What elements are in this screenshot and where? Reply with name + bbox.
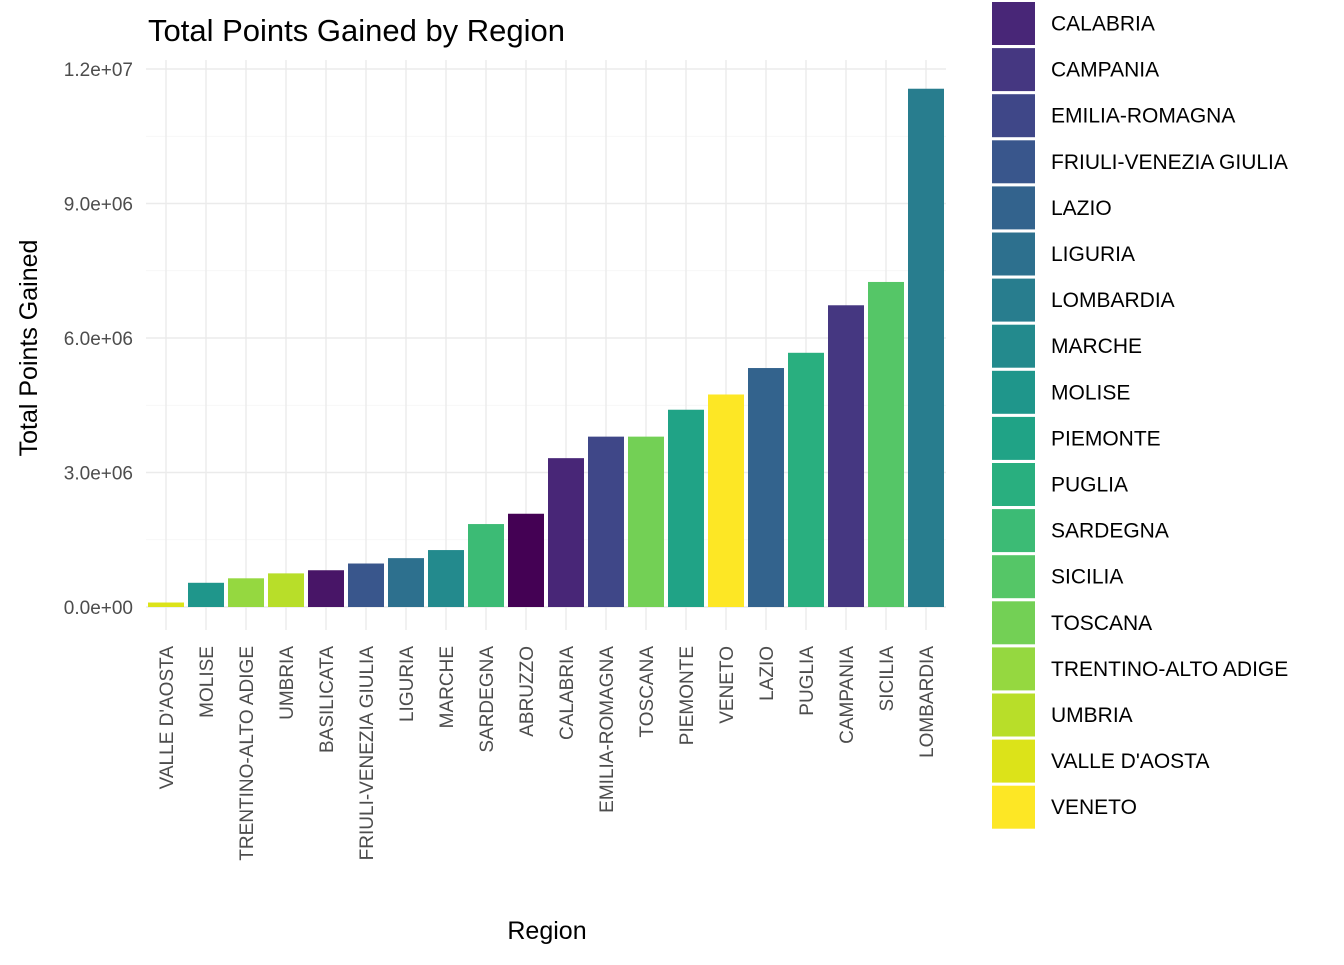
legend-key: [992, 186, 1035, 230]
bar: [228, 578, 264, 607]
x-tick-label: PUGLIA: [797, 646, 818, 716]
y-tick-label: 9.0e+06: [64, 195, 133, 216]
bar: [268, 573, 304, 607]
bar: [428, 550, 464, 607]
legend-key: [992, 463, 1035, 506]
legend-label: PIEMONTE: [1051, 427, 1161, 450]
legend-label: LAZIO: [1051, 197, 1112, 220]
x-tick-label: LOMBARDIA: [917, 646, 938, 758]
bars: [148, 88, 944, 607]
x-tick-label: TRENTINO-ALTO ADIGE: [237, 646, 258, 861]
legend-key: [992, 601, 1035, 645]
x-tick-label: CAMPANIA: [837, 646, 858, 744]
x-tick-label: CALABRIA: [557, 646, 578, 740]
bar: [748, 368, 784, 607]
x-tick-label: LIGURIA: [397, 646, 418, 722]
x-tick-label: MOLISE: [197, 646, 218, 718]
legend-key: [992, 693, 1035, 737]
legend-label: LOMBARDIA: [1051, 289, 1175, 312]
bar: [628, 436, 664, 607]
bar: [788, 352, 824, 607]
legend-label: PUGLIA: [1051, 474, 1128, 497]
legend-key: [992, 48, 1035, 92]
x-axis-ticks: VALLE D'AOSTA MOLISE TRENTINO-ALTO ADIGE UM…: [157, 646, 938, 861]
bar: [588, 436, 624, 607]
bar: [668, 409, 704, 607]
legend-key: [992, 785, 1035, 829]
legend-key: [992, 739, 1035, 783]
legend-label: VENETO: [1051, 796, 1137, 819]
bar: [708, 394, 744, 607]
bar: [348, 563, 384, 607]
bar: [388, 558, 424, 607]
legend-label: MOLISE: [1051, 381, 1130, 404]
x-tick-label: ABRUZZO: [517, 646, 538, 737]
legend-label: SARDEGNA: [1051, 520, 1169, 543]
bar: [868, 281, 904, 607]
x-tick-label: MARCHE: [437, 646, 458, 728]
legend-key: [992, 324, 1035, 368]
legend-key: [992, 647, 1035, 691]
bar: [148, 602, 184, 607]
bar: [508, 513, 544, 607]
legend-key: [992, 140, 1035, 184]
y-tick-label: 3.0e+06: [64, 464, 133, 485]
bar: [828, 305, 864, 607]
x-tick-label: SICILIA: [877, 646, 898, 712]
chart-title: Total Points Gained by Region: [148, 13, 565, 48]
x-tick-label: BASILICATA: [317, 646, 338, 753]
x-tick-label: UMBRIA: [277, 646, 298, 720]
legend-label: CALABRIA: [1051, 13, 1155, 36]
bar: [308, 570, 344, 607]
y-axis-ticks: 0.0e+00 3.0e+06 6.0e+06 9.0e+06 1.2e+07: [64, 60, 133, 619]
legend-key: [992, 2, 1035, 45]
x-tick-label: VENETO: [717, 646, 738, 724]
bar: [468, 524, 504, 607]
legend-label: EMILIA-ROMAGNA: [1051, 105, 1235, 128]
legend-label: TRENTINO-ALTO ADIGE: [1051, 658, 1288, 681]
legend-key: [992, 555, 1035, 599]
y-tick-label: 0.0e+00: [64, 598, 133, 619]
legend-label: LIGURIA: [1051, 243, 1135, 266]
x-tick-label: EMILIA-ROMAGNA: [597, 646, 618, 813]
x-tick-label: VALLE D'AOSTA: [157, 646, 178, 790]
legend: CALABRIA CAMPANIA EMILIA-ROMAGNA FRIULI-VEN…: [992, 2, 1288, 829]
bar: [908, 88, 944, 607]
legend-key: [992, 370, 1035, 414]
x-tick-label: PIEMONTE: [677, 646, 698, 745]
legend-label: VALLE D'AOSTA: [1051, 750, 1209, 773]
y-tick-label: 6.0e+06: [64, 329, 133, 350]
legend-label: SICILIA: [1051, 566, 1123, 589]
legend-key: [992, 94, 1035, 138]
x-axis-title: Region: [507, 917, 586, 945]
legend-key: [992, 232, 1035, 276]
x-tick-label: SARDEGNA: [477, 646, 498, 753]
legend-label: FRIULI-VENEZIA GIULIA: [1051, 151, 1288, 174]
x-tick-label: LAZIO: [757, 646, 778, 701]
grid-lines: [146, 60, 946, 630]
y-tick-label: 1.2e+07: [64, 60, 133, 81]
legend-key: [992, 416, 1035, 460]
legend-key: [992, 509, 1035, 553]
legend-label: CAMPANIA: [1051, 59, 1159, 82]
legend-label: TOSCANA: [1051, 612, 1152, 635]
x-tick-label: TOSCANA: [637, 646, 658, 738]
y-axis-title: Total Points Gained: [15, 240, 43, 457]
bar: [548, 458, 584, 607]
bar: [188, 582, 224, 607]
legend-label: UMBRIA: [1051, 704, 1133, 727]
legend-label: MARCHE: [1051, 335, 1142, 358]
legend-key: [992, 278, 1035, 322]
x-tick-label: FRIULI-VENEZIA GIULIA: [357, 646, 378, 861]
